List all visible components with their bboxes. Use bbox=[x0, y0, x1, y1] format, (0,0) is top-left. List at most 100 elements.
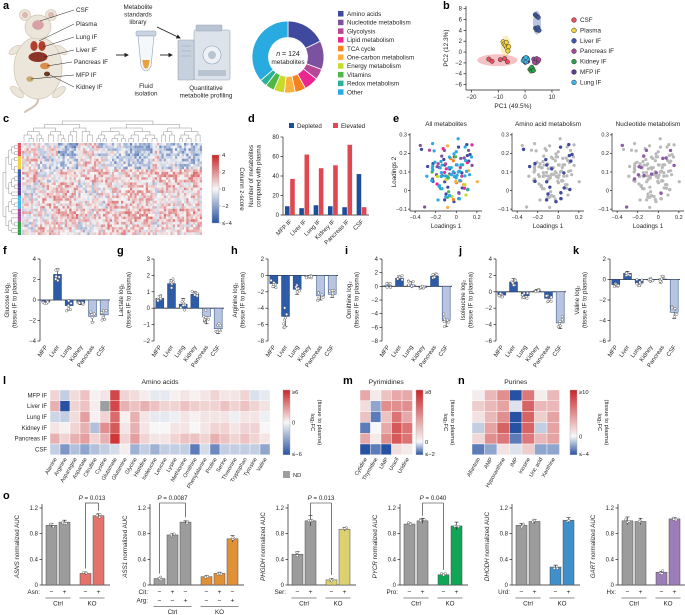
svg-text:4: 4 bbox=[33, 257, 37, 263]
svg-text:MFP IF: MFP IF bbox=[27, 393, 47, 399]
svg-text:+: + bbox=[533, 589, 537, 596]
panel-f-canvas: −4 −2 0 2 4 Glucose log₂ (tissue IF to plasma)… bbox=[4, 257, 110, 369]
svg-text:−4: −4 bbox=[455, 72, 463, 78]
svg-text:4: 4 bbox=[459, 28, 463, 34]
svg-text:CSF: CSF bbox=[580, 17, 593, 24]
svg-text:0.8: 0.8 bbox=[138, 532, 147, 538]
svg-text:+: + bbox=[309, 589, 313, 596]
svg-text:0.8: 0.8 bbox=[500, 532, 509, 538]
svg-text:2: 2 bbox=[261, 257, 265, 263]
svg-text:Liver: Liver bbox=[163, 345, 175, 359]
panel-e-canvas: −0.4 −0.2 0 0.2 −0.1 0 0.1 0.2 0.3 All metabolite… bbox=[391, 121, 684, 230]
svg-text:CSF: CSF bbox=[666, 344, 678, 358]
svg-text:Liver: Liver bbox=[277, 345, 289, 359]
svg-text:Fluid: Fluid bbox=[139, 83, 153, 90]
svg-text:PC1 (49.5%): PC1 (49.5%) bbox=[494, 103, 531, 110]
svg-text:−0.2: −0.2 bbox=[430, 215, 441, 221]
svg-text:2: 2 bbox=[459, 39, 463, 45]
panel-d: d 0 20 40 60 80 Number of metabolites compared… bbox=[245, 113, 385, 246]
pca-legend: CSF Plasma Liver IF Pancreas IF Kidney IF MFP… bbox=[571, 17, 614, 86]
svg-text:2: 2 bbox=[222, 170, 225, 176]
svg-text:0: 0 bbox=[281, 583, 285, 589]
panel-o-canvas: 0 0.4 0.8 1.2 ASNS normalized AUC P = 0.013 As… bbox=[14, 495, 685, 615]
svg-text:−1: −1 bbox=[143, 323, 151, 329]
svg-text:Loadings 1: Loadings 1 bbox=[533, 223, 564, 230]
svg-text:Depleted: Depleted bbox=[297, 123, 322, 130]
svg-text:≤−4: ≤−4 bbox=[579, 452, 590, 458]
svg-text:UMP: UMP bbox=[379, 457, 390, 471]
svg-text:compared with plasma: compared with plasma bbox=[256, 144, 263, 206]
panel-h: h −8 −6 −4 −2 0 2 Arginine log₂ (tissue IF to p… bbox=[228, 245, 342, 375]
svg-text:4: 4 bbox=[222, 153, 226, 159]
panel-e: e −0.4 −0.2 0 0.2 −0.1 0 0.1 0.2 0.3 All metaboli… bbox=[390, 113, 685, 245]
mouse-illustration bbox=[8, 9, 75, 113]
svg-text:0: 0 bbox=[603, 278, 607, 284]
svg-text:−6: −6 bbox=[599, 339, 607, 345]
svg-text:Ser:: Ser: bbox=[274, 589, 286, 596]
svg-text:−: − bbox=[205, 598, 209, 605]
svg-text:Lipid metabolism: Lipid metabolism bbox=[347, 37, 394, 44]
svg-text:Pancreas IF: Pancreas IF bbox=[15, 437, 48, 443]
svg-text:+: + bbox=[231, 598, 235, 605]
svg-text:≤−2: ≤−2 bbox=[425, 452, 435, 458]
svg-text:4: 4 bbox=[375, 257, 379, 263]
svg-text:≤−6: ≤−6 bbox=[292, 452, 302, 458]
svg-text:P = 0.013: P = 0.013 bbox=[79, 495, 106, 502]
svg-text:1.2: 1.2 bbox=[388, 506, 397, 512]
svg-text:Kidney IF: Kidney IF bbox=[580, 59, 607, 66]
panel-a-canvas: CSF Plasma Lung IF Liver IF Pancreas IF MFP I… bbox=[8, 4, 414, 113]
svg-text:2: 2 bbox=[603, 257, 607, 263]
svg-text:≥8: ≥8 bbox=[425, 390, 431, 396]
svg-text:0.8: 0.8 bbox=[276, 532, 285, 538]
svg-text:(tissue IF to plasma): (tissue IF to plasma) bbox=[582, 272, 589, 328]
svg-text:Elevated: Elevated bbox=[341, 123, 366, 130]
svg-text:−: − bbox=[218, 598, 222, 605]
svg-text:TCA cycle: TCA cycle bbox=[347, 46, 376, 53]
svg-text:40: 40 bbox=[272, 174, 279, 180]
svg-text:Ctrl: Ctrl bbox=[53, 601, 63, 608]
svg-text:0: 0 bbox=[393, 583, 397, 589]
panel-c: c 4 2 0 −2 ≤−4 Column z-score bbox=[0, 113, 245, 245]
svg-text:−4: −4 bbox=[29, 339, 37, 345]
panel-k: k −6 −4 −2 0 2 Valine log₂ (tissue IF to plasm… bbox=[570, 245, 685, 375]
svg-text:n = 124: n = 124 bbox=[276, 51, 300, 58]
o-chart-ASS1: 0 0.4 0.8 1.2 ASS1 normalized AUC P = 0.0087 C… bbox=[122, 495, 244, 615]
svg-text:0: 0 bbox=[505, 583, 509, 589]
svg-text:Hx:: Hx: bbox=[607, 589, 617, 596]
svg-text:−: − bbox=[296, 589, 300, 596]
panel-g-canvas: −2 −1 0 1 2 3 Lactate log₂ (tissue IF to plasma… bbox=[118, 257, 224, 369]
svg-text:2: 2 bbox=[147, 273, 151, 279]
svg-text:0: 0 bbox=[147, 306, 151, 312]
svg-text:Valine log₂: Valine log₂ bbox=[574, 285, 581, 315]
svg-text:Pancreas IF: Pancreas IF bbox=[74, 59, 108, 66]
svg-text:−0.2: −0.2 bbox=[632, 215, 643, 221]
svg-text:0: 0 bbox=[523, 95, 527, 101]
svg-text:0: 0 bbox=[292, 420, 295, 426]
svg-text:−0.1: −0.1 bbox=[498, 207, 509, 213]
svg-text:−2: −2 bbox=[29, 319, 37, 325]
svg-text:0.1: 0.1 bbox=[501, 170, 509, 176]
svg-text:Liver IF: Liver IF bbox=[27, 404, 47, 410]
svg-text:CSF: CSF bbox=[353, 219, 366, 232]
svg-text:(tissue to plasma): (tissue to plasma) bbox=[449, 400, 455, 446]
panel-d-canvas: 0 20 40 60 80 Number of metabolites compared w… bbox=[248, 123, 369, 246]
svg-text:0.8: 0.8 bbox=[30, 532, 39, 538]
panel-letter-i: i bbox=[345, 245, 349, 257]
svg-text:−: − bbox=[171, 598, 175, 605]
svg-text:1.2: 1.2 bbox=[138, 506, 147, 512]
svg-text:1.2: 1.2 bbox=[606, 506, 615, 512]
svg-text:1.2: 1.2 bbox=[276, 506, 285, 512]
panel-g: g −2 −1 0 1 2 3 Lactate log₂ (tissue IF to plas… bbox=[114, 245, 228, 375]
svg-text:0: 0 bbox=[35, 583, 39, 589]
svg-text:library: library bbox=[129, 19, 147, 26]
svg-text:+: + bbox=[63, 589, 67, 596]
svg-text:DHODH normalized AUC: DHODH normalized AUC bbox=[484, 511, 491, 581]
svg-text:−: − bbox=[442, 589, 446, 596]
svg-text:0.4: 0.4 bbox=[138, 557, 147, 563]
svg-text:0.2: 0.2 bbox=[601, 151, 609, 157]
o-chart-ASNS: 0 0.4 0.8 1.2 ASNS normalized AUC P = 0.013 As… bbox=[14, 495, 110, 608]
svg-text:+: + bbox=[455, 589, 459, 596]
svg-text:PHGDH normalized AUC: PHGDH normalized AUC bbox=[260, 512, 267, 581]
svg-text:All metabolites: All metabolites bbox=[425, 121, 467, 128]
